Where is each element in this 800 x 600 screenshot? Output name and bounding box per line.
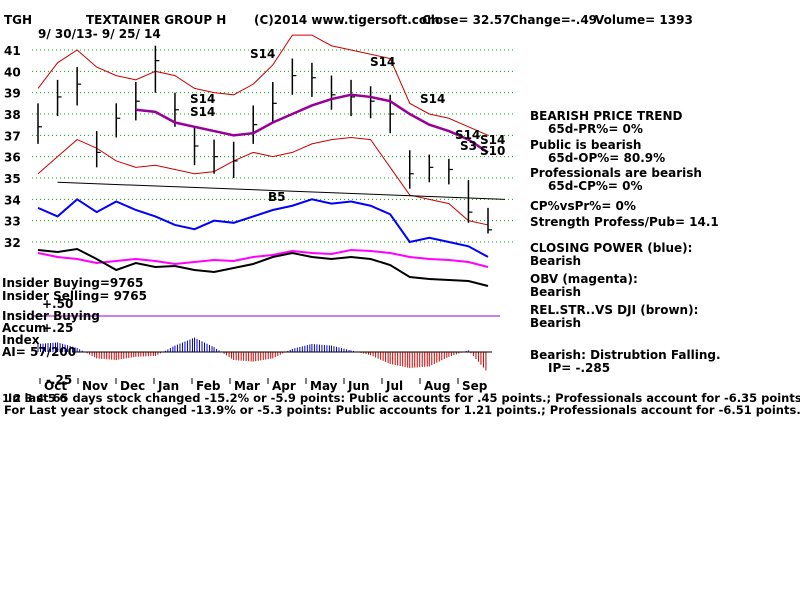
indicator-line: REL.STR..VS DJI (brown): xyxy=(530,303,698,317)
insider-buying-label: Insider Buying=9765 xyxy=(2,276,143,290)
company-name: TEXTAINER GROUP H xyxy=(86,13,226,27)
footer-line-65d: In last 65 days stock changed -15.2% or … xyxy=(8,391,800,405)
x-tick-label: Jul xyxy=(385,379,403,393)
indicator-line: Professionals are bearish xyxy=(530,166,702,180)
indicator-line: Bearish xyxy=(530,316,581,330)
y-tick-label: 41 xyxy=(4,44,21,58)
y-tick-label: 40 xyxy=(4,65,21,79)
x-tick-label: Oct xyxy=(44,379,67,393)
indicator-line: 65d-PR%= 0% xyxy=(548,122,643,136)
x-tick-label: Jan xyxy=(157,379,179,393)
y-axis: 32 33 34 35 36 37 38 39 40 41 xyxy=(4,44,21,250)
y-tick-label: 35 xyxy=(4,172,21,186)
price-bands xyxy=(37,34,506,226)
y-tick-label: 32 xyxy=(4,236,21,250)
ai-label: AI= 57/200 xyxy=(2,345,76,359)
y-tick-label: 33 xyxy=(4,215,21,229)
price-grid xyxy=(32,49,515,243)
closing-power-line xyxy=(37,198,489,258)
index-label: Index xyxy=(2,333,40,347)
x-tick-label: Apr xyxy=(272,379,296,393)
plus50-label: +.50 xyxy=(42,297,73,311)
indicator-line: 65d-OP%= 80.9% xyxy=(548,151,665,165)
support-line xyxy=(57,181,506,200)
signal-label: S3 xyxy=(460,139,477,153)
indicator-line: 65d-CP%= 0% xyxy=(548,179,643,193)
signal-label: S14 xyxy=(190,92,215,106)
change-value: Change=-.49 xyxy=(510,13,597,27)
signal-label: S14 xyxy=(455,128,480,142)
indicator-line: CP%vsPr%= 0% xyxy=(530,199,636,213)
signal-label: S14 xyxy=(420,92,445,106)
indicator-line: Bearish xyxy=(530,285,581,299)
signal-label: S14 xyxy=(480,133,505,147)
x-tick-label: May xyxy=(310,379,338,393)
volume-value: Volume= 1393 xyxy=(595,13,693,27)
indicator-line: IP= -.285 xyxy=(548,361,610,375)
footer-overlay: 1 2 3 4 5 6 xyxy=(2,392,67,405)
indicator-line: OBV (magenta): xyxy=(530,272,638,286)
signal-label: S14 xyxy=(250,47,275,61)
indicator-line: Bearish xyxy=(530,254,581,268)
signal-label: B5 xyxy=(268,190,286,204)
y-tick-label: 37 xyxy=(4,129,21,143)
plus25-label: +.25 xyxy=(42,321,73,335)
y-tick-label: 39 xyxy=(4,87,21,101)
indicator-line: BEARISH PRICE TREND xyxy=(530,109,683,123)
copyright-text: (C)2014 www.tigersoft.com xyxy=(254,13,440,27)
indicator-line: CLOSING POWER (blue): xyxy=(530,241,692,255)
ticker-symbol: TGH xyxy=(4,13,32,27)
x-tick-label: Aug xyxy=(424,379,450,393)
indicator-line: Bearish: Distrubtion Falling. xyxy=(530,348,721,362)
signal-label: S10 xyxy=(480,144,505,158)
x-tick-label: Mar xyxy=(234,379,260,393)
signal-label: S14 xyxy=(370,55,395,69)
x-tick-label: Nov xyxy=(82,379,108,393)
rel-str-line xyxy=(37,247,489,287)
upper-band-line xyxy=(37,34,489,136)
date-range: 9/ 30/13- 9/ 25/ 14 xyxy=(38,27,161,41)
insider-selling-label: Insider Selling= 9765 xyxy=(2,289,147,303)
x-axis: Oct Nov Dec Jan Feb Mar Apr May Jun Jul Aug Sep xyxy=(39,378,488,393)
indicator-lines xyxy=(32,93,500,317)
footer-line-year: For Last year stock changed -13.9% or -5… xyxy=(4,403,800,417)
minus25-label: -.25 xyxy=(46,373,72,387)
y-tick-label: 36 xyxy=(4,151,21,165)
indicator-line: Public is bearish xyxy=(530,138,641,152)
obv-line xyxy=(37,248,489,268)
indicator-line: Strength Profess/Pub= 14.1 xyxy=(530,215,719,229)
insider-buying-label-2: Insider Buying xyxy=(2,309,100,323)
y-tick-label: 34 xyxy=(4,193,21,207)
accumulation-histogram xyxy=(37,337,492,371)
price-bars xyxy=(37,45,492,234)
lower-band-line xyxy=(37,136,489,226)
x-tick-label: Feb xyxy=(196,379,221,393)
y-tick-label: 38 xyxy=(4,108,21,122)
close-value: Close= 32.57 xyxy=(422,13,511,27)
signal-label: S14 xyxy=(190,105,215,119)
x-tick-label: Jun xyxy=(347,379,370,393)
x-tick-label: Dec xyxy=(120,379,145,393)
moving-average-line xyxy=(135,93,489,154)
accum-label: Accum xyxy=(2,321,47,335)
x-tick-label: Sep xyxy=(462,379,488,393)
